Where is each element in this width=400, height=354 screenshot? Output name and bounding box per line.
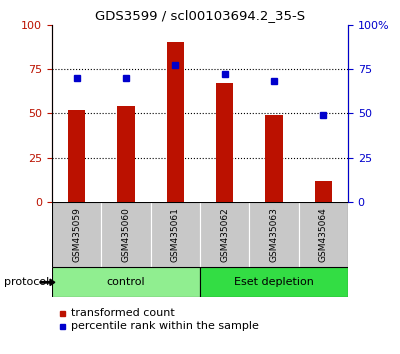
Text: percentile rank within the sample: percentile rank within the sample xyxy=(71,321,259,331)
Bar xyxy=(216,83,233,202)
Title: GDS3599 / scl00103694.2_35-S: GDS3599 / scl00103694.2_35-S xyxy=(95,9,305,22)
Bar xyxy=(265,115,283,202)
Text: GSM435064: GSM435064 xyxy=(319,207,328,262)
Bar xyxy=(117,106,135,202)
Bar xyxy=(315,181,332,202)
Text: control: control xyxy=(107,277,145,287)
Bar xyxy=(52,267,200,297)
Bar xyxy=(299,202,348,267)
Bar xyxy=(200,267,348,297)
Text: transformed count: transformed count xyxy=(71,308,175,318)
Bar xyxy=(249,202,299,267)
Bar xyxy=(151,202,200,267)
Bar xyxy=(68,110,85,202)
Text: GSM435060: GSM435060 xyxy=(122,207,130,262)
Text: GSM435062: GSM435062 xyxy=(220,207,229,262)
Bar xyxy=(52,202,101,267)
Text: GSM435063: GSM435063 xyxy=(270,207,278,262)
Text: GSM435061: GSM435061 xyxy=(171,207,180,262)
Text: Eset depletion: Eset depletion xyxy=(234,277,314,287)
Text: GSM435059: GSM435059 xyxy=(72,207,81,262)
Text: protocol: protocol xyxy=(4,277,49,287)
Bar xyxy=(101,202,151,267)
Bar xyxy=(167,42,184,202)
Bar xyxy=(200,202,249,267)
